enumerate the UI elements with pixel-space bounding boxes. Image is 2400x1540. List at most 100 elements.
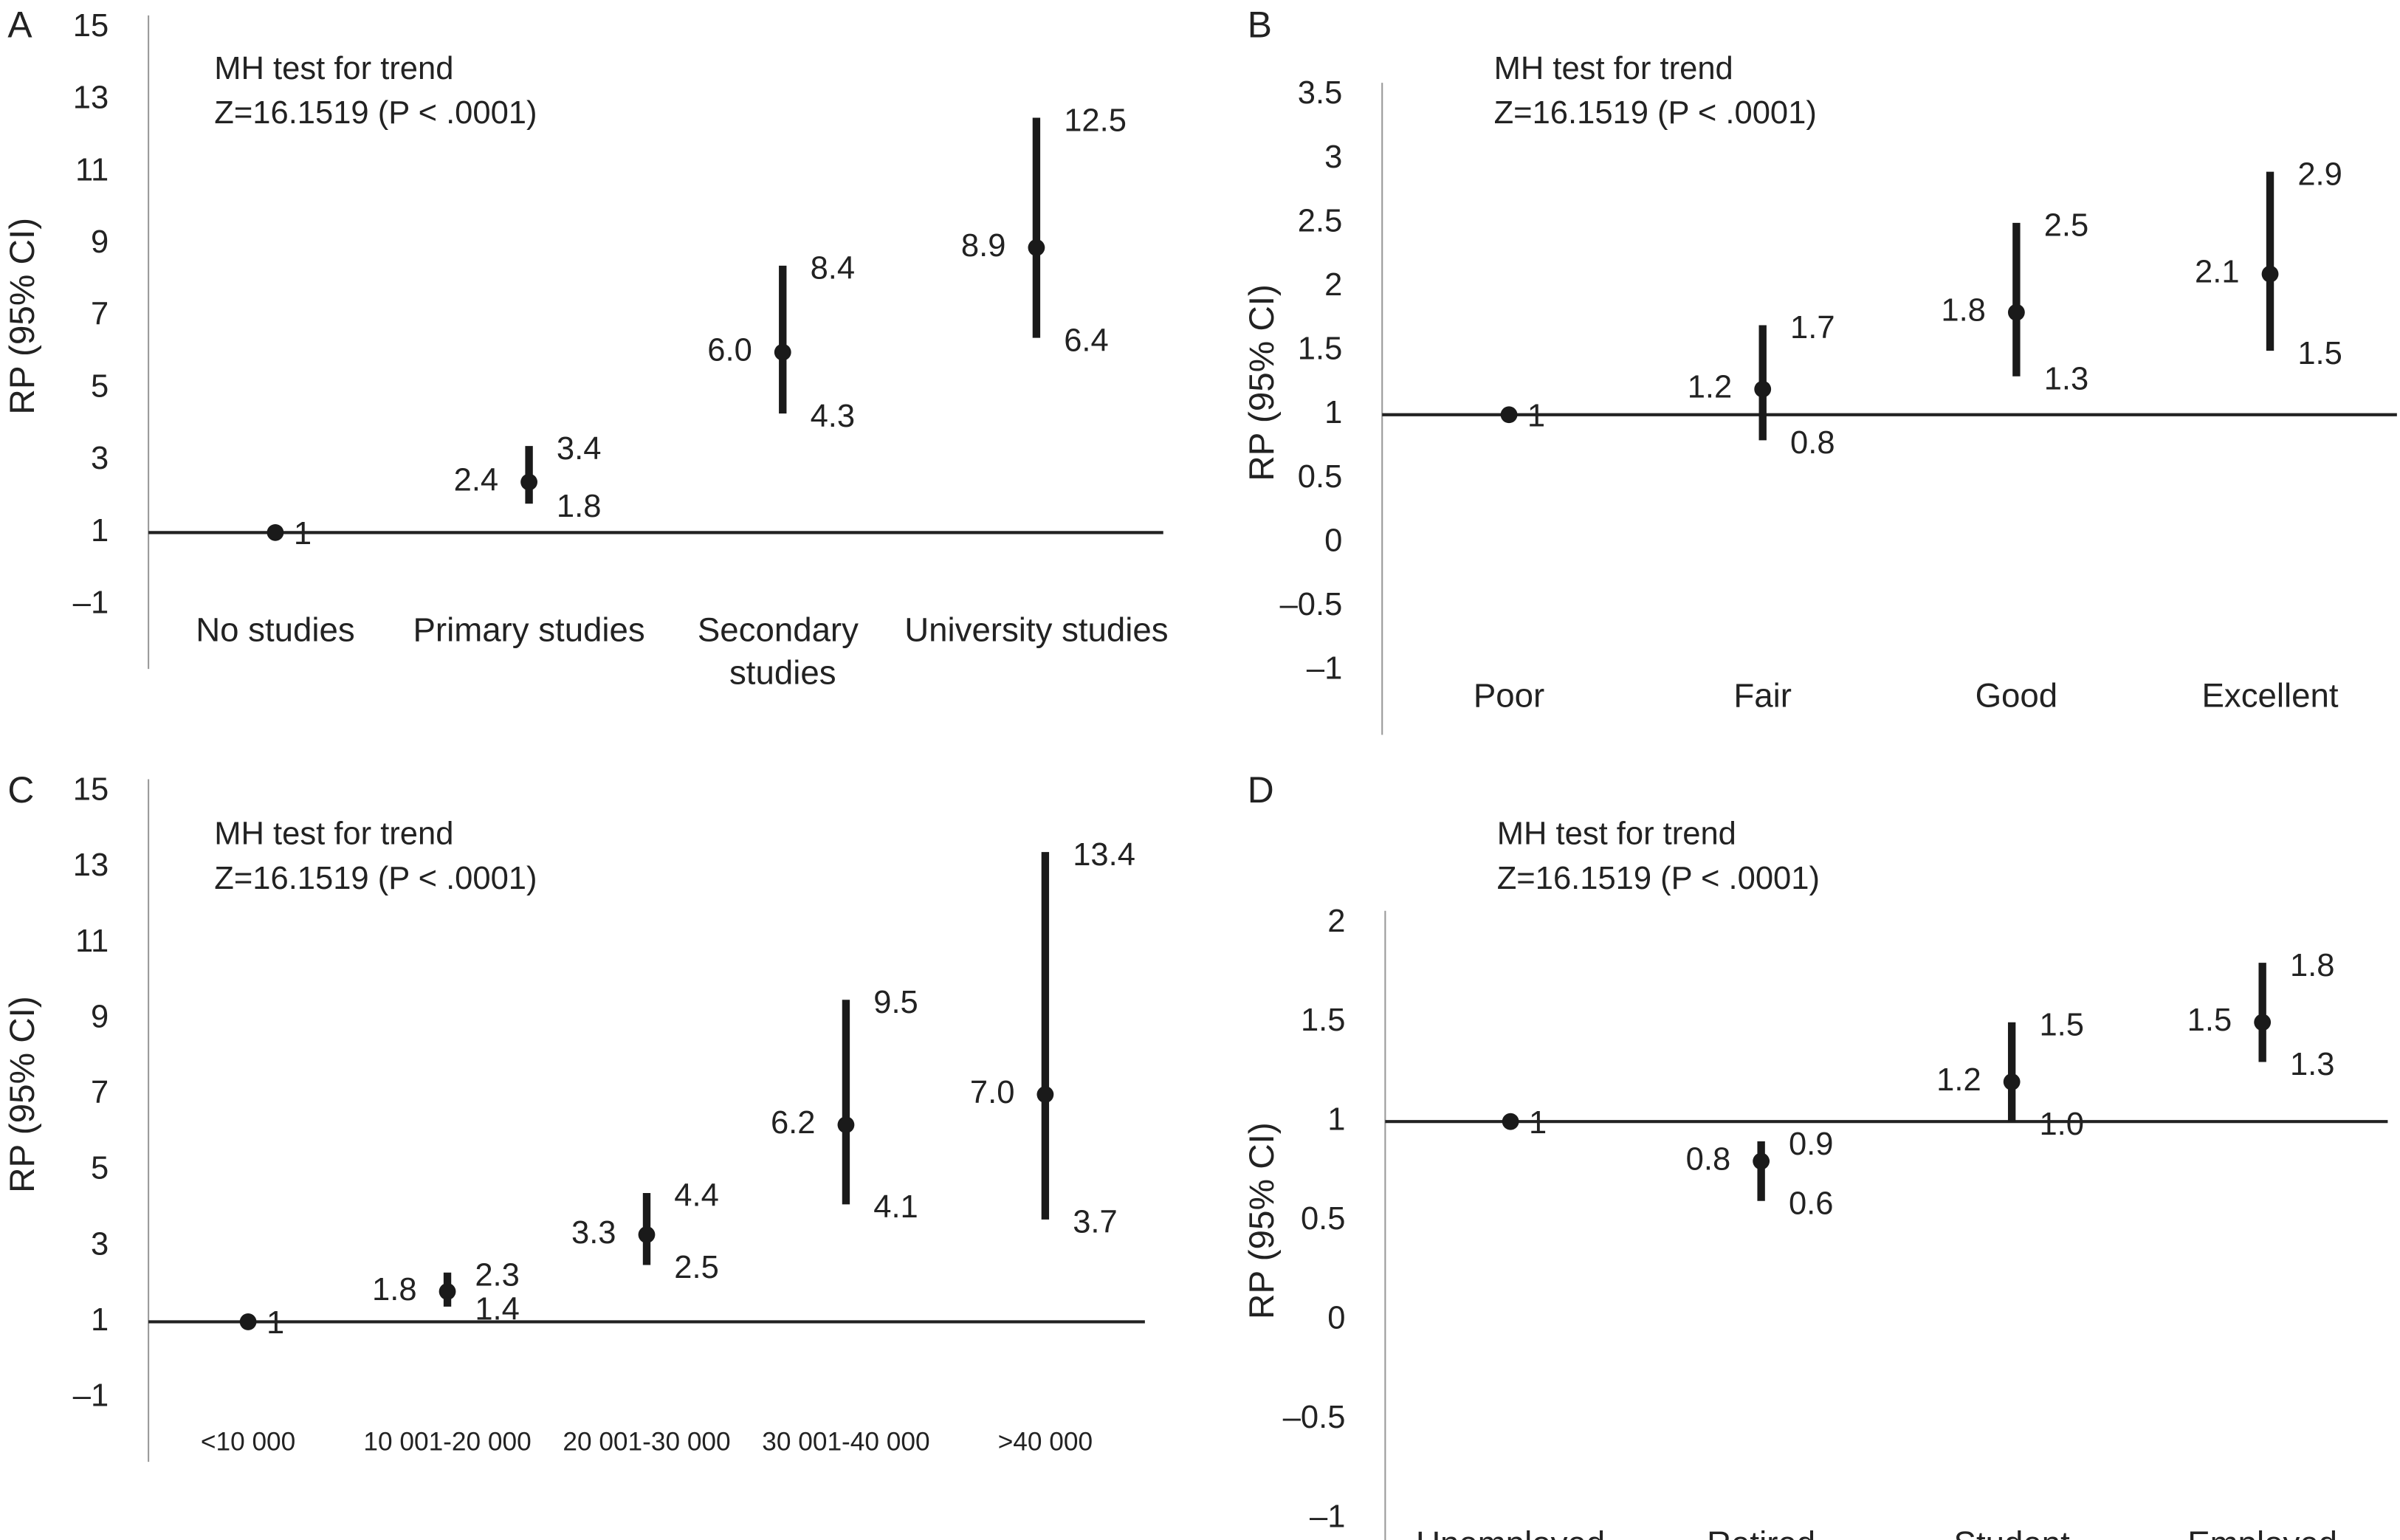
annotation: Z=16.1519 (P < .0001) xyxy=(1497,861,1820,896)
lower-label: 2.5 xyxy=(674,1250,719,1285)
value-label: 1.8 xyxy=(372,1272,417,1307)
x-tick-label: >40 000 xyxy=(998,1428,1093,1457)
x-tick-label: Excellent xyxy=(2201,677,2338,715)
y-tick-label: 0 xyxy=(1324,523,1342,558)
y-tick-label: 15 xyxy=(73,772,109,808)
point xyxy=(520,473,538,491)
y-tick-label: 1.5 xyxy=(1298,331,1343,367)
value-label: 7.0 xyxy=(970,1075,1015,1110)
y-tick-label: 15 xyxy=(73,8,109,44)
point xyxy=(1753,1152,1770,1170)
x-tick-label: Secondary studies xyxy=(698,611,868,691)
lower-label: 1.4 xyxy=(475,1292,520,1327)
annotation: MH test for trend xyxy=(214,51,453,86)
value-label: 1.2 xyxy=(1688,370,1733,405)
y-axis-label: RP (95% CI) xyxy=(1242,1122,1282,1319)
point xyxy=(1502,1113,1519,1130)
lower-label: 4.1 xyxy=(873,1189,918,1225)
y-tick-label: 1 xyxy=(91,1302,109,1338)
value-label: 2.4 xyxy=(454,462,499,498)
point xyxy=(1500,406,1518,424)
point xyxy=(2007,303,2025,321)
y-tick-label: –0.5 xyxy=(1283,1400,1346,1435)
y-tick-label: 3.5 xyxy=(1298,75,1343,111)
y-tick-label: 9 xyxy=(91,224,109,260)
x-tick-label: University studies xyxy=(904,611,1168,648)
x-tick-label: Fair xyxy=(1733,677,1792,715)
upper-label: 8.4 xyxy=(811,251,856,286)
point xyxy=(239,1313,257,1330)
point xyxy=(1754,380,1772,398)
value-label: 1 xyxy=(267,1305,284,1341)
point xyxy=(638,1226,656,1243)
lower-label: 6.4 xyxy=(1064,323,1109,358)
y-tick-label: 13 xyxy=(73,80,109,116)
upper-label: 13.4 xyxy=(1073,837,1135,873)
upper-label: 3.4 xyxy=(557,431,602,467)
upper-label: 9.5 xyxy=(873,985,918,1020)
y-axis-label: RP (95% CI) xyxy=(3,218,42,415)
lower-label: 4.3 xyxy=(811,399,856,434)
x-tick-label: 10 001-20 000 xyxy=(363,1428,531,1457)
value-label: 2.1 xyxy=(2195,255,2240,290)
panel-label: D xyxy=(1248,769,1274,811)
x-tick-label: Poor xyxy=(1474,677,1544,715)
value-label: 1.5 xyxy=(2187,1003,2232,1038)
annotation: Z=16.1519 (P < .0001) xyxy=(1494,95,1817,131)
y-tick-label: 13 xyxy=(73,848,109,883)
x-tick-label: Good xyxy=(1976,677,2058,715)
x-tick-label: Retired xyxy=(1707,1524,1815,1540)
y-tick-label: 11 xyxy=(75,152,109,188)
y-tick-label: –1 xyxy=(1307,651,1342,687)
value-label: 1 xyxy=(1529,1105,1547,1141)
y-tick-label: –1 xyxy=(1310,1499,1345,1534)
y-tick-label: 2.5 xyxy=(1298,203,1343,238)
y-tick-label: –1 xyxy=(73,585,109,621)
point xyxy=(2003,1073,2021,1090)
lower-label: 0.8 xyxy=(1790,425,1835,461)
value-label: 3.3 xyxy=(571,1215,616,1251)
y-axis-label: RP (95% CI) xyxy=(1242,284,1282,481)
x-tick-label: Primary studies xyxy=(413,611,644,648)
point xyxy=(1028,239,1045,256)
y-axis-label: RP (95% CI) xyxy=(3,996,42,1193)
y-tick-label: 11 xyxy=(75,924,109,959)
y-tick-label: 9 xyxy=(91,999,109,1034)
y-tick-label: 1.5 xyxy=(1301,1003,1346,1038)
x-tick-label: No studies xyxy=(196,611,354,648)
point xyxy=(267,523,284,541)
y-tick-label: 7 xyxy=(91,297,109,332)
x-tick-label: <10 000 xyxy=(201,1428,295,1457)
lower-label: 1.8 xyxy=(557,489,602,524)
x-tick-label: Student xyxy=(1954,1524,2071,1540)
upper-label: 2.3 xyxy=(475,1257,520,1293)
y-tick-label: 5 xyxy=(91,1151,109,1186)
lower-label: 1.3 xyxy=(2290,1047,2335,1082)
y-tick-label: 1 xyxy=(1324,395,1342,430)
annotation: MH test for trend xyxy=(1494,51,1733,86)
x-tick-label: Unemployed xyxy=(1416,1524,1605,1540)
x-tick-label: Employed xyxy=(2187,1524,2337,1540)
y-tick-label: 0 xyxy=(1327,1301,1345,1336)
upper-label: 12.5 xyxy=(1064,103,1127,138)
point xyxy=(2254,1014,2272,1031)
value-label: 0.8 xyxy=(1686,1141,1731,1177)
y-tick-label: 3 xyxy=(1324,140,1342,175)
point xyxy=(774,343,791,361)
lower-label: 3.7 xyxy=(1073,1205,1118,1240)
annotation: MH test for trend xyxy=(214,817,453,852)
upper-label: 1.7 xyxy=(1790,310,1835,346)
point xyxy=(2261,265,2279,283)
y-tick-label: –1 xyxy=(73,1378,109,1414)
y-tick-label: 0.5 xyxy=(1298,459,1343,495)
y-tick-label: 1 xyxy=(1327,1102,1345,1138)
point xyxy=(1036,1086,1054,1103)
lower-label: 1.5 xyxy=(2297,336,2342,371)
y-tick-label: 0.5 xyxy=(1301,1201,1346,1237)
annotation: Z=16.1519 (P < .0001) xyxy=(214,861,537,896)
y-tick-label: 3 xyxy=(91,441,109,476)
upper-label: 1.8 xyxy=(2290,948,2335,983)
x-tick-label: 30 001-40 000 xyxy=(762,1428,929,1457)
y-tick-label: –0.5 xyxy=(1280,587,1343,622)
